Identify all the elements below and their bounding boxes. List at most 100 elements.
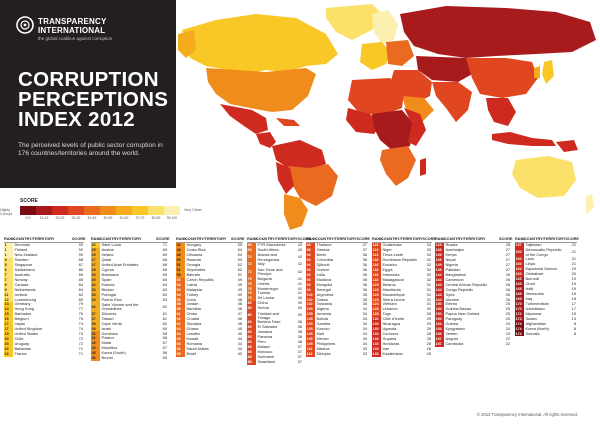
table-row: 128 Lebanon 30 [372,307,432,313]
table-row: 62 Croatia 46 [176,317,243,322]
rank-cell: 30 [91,272,100,278]
table-row: 51 Georgia 52 [176,262,243,268]
country-cell: Honduras [382,341,400,346]
legend-highly-corrupt-label: Highly Corrupt [0,208,12,216]
country-cell: Bahamas [14,346,31,351]
table-row: 33 Portugal 63 [91,292,168,298]
score-cell: 40 [297,295,302,301]
table-row: 79 Sri Lanka 40 [247,295,303,302]
table-row: 163 Zimbabwe 20 [515,272,577,277]
rank-cell: 123 [372,292,381,298]
rank-cell: 88 [247,359,256,365]
legend-tick-label: 80-89 [151,216,161,220]
title-line-3: INDEX 2012 [18,108,135,131]
country-cell: Guinea-Bissau [445,307,472,312]
country-cell: Sao Tome and Principe [257,267,283,276]
rank-cell: 133 [372,331,381,337]
country-cell: Democratic Republic of the Congo [525,248,562,257]
map-east-africa [404,108,426,146]
rank-cell: 79 [247,296,256,302]
table-header-country: COUNTRY/TERRITORY [315,237,357,241]
table-row: 64 Lesotho 45 [176,332,243,337]
country-cell: Panama [257,335,273,340]
rank-cell: 150 [435,302,444,308]
score-cell: 46 [237,321,242,327]
country-cell: Kosovo [316,327,330,332]
score-cell: 26 [505,296,510,302]
country-cell: Qatar [101,258,112,263]
score-cell: 29 [426,316,431,322]
rank-cell: 13 [4,302,13,308]
table-row: 94 Mongolia 36 [306,282,368,288]
country-cell: Laos [525,257,534,262]
country-cell: Cambodia [445,341,464,346]
country-cell: Zambia [316,248,330,253]
rank-cell: 94 [306,287,315,293]
country-cell: Myanmar [525,311,542,316]
rank-cell: 102 [306,292,315,298]
country-cell: Afghanistan [525,321,547,326]
score-cell: 58 [162,330,167,336]
score-cell: 65 [162,271,167,277]
rank-cell: 7 [4,272,13,278]
score-cell: 31 [426,286,431,292]
map-southeast-asia [486,98,516,126]
country-cell: Central African Republic [445,282,488,287]
rank-cell: 133 [372,336,381,342]
table-row: 66 Saudi Arabia 44 [176,345,243,352]
map-russia [400,6,596,58]
legend-swatch [132,206,148,215]
score-cell: 35 [362,301,367,307]
score-cell: 29 [426,326,431,332]
table-row: 144 Central African Republic 26 [435,282,511,288]
table-row: 46 Hungary 55 [176,243,243,248]
rank-cell: 53 [176,272,185,278]
map-mexico [220,104,268,134]
rank-cell: 94 [306,272,315,278]
rank-cell: 150 [435,317,444,322]
table-row: 169 Iraq 18 [515,296,577,302]
score-cell: 74 [78,321,83,327]
rank-cell: 113 [372,243,381,248]
rank-cell: 105 [306,341,315,347]
country-cell: Bahrain [186,272,200,277]
table-row: 94 India 36 [306,272,368,278]
rank-cell: 163 [515,272,524,277]
score-cell: 88 [78,257,83,263]
country-cell: Angola [445,337,458,342]
rank-cell: 173 [515,316,524,322]
country-cell: Seychelles [186,267,206,272]
table-row: 48 Lithuania 54 [176,253,243,258]
country-cell: Estonia [101,282,115,287]
table-row: 54 Turkey 49 [176,292,243,298]
country-cell: Swaziland [257,359,276,364]
table-row: 105 Philippines 34 [306,341,368,347]
table-row: 9 Netherlands 84 [4,287,84,293]
table-row: 130 Nicaragua 29 [372,322,432,327]
score-cell: 8 [573,320,576,326]
country-cell: Brunei [101,356,113,361]
country-cell: Sudan [525,316,537,321]
table-row: 105 Kosovo 34 [306,327,368,332]
score-cell: 62 [162,303,167,309]
rank-cell: 27 [91,257,100,263]
rank-cell: 66 [176,336,185,342]
table-row: 113 Albania 33 [306,346,368,352]
legend-tick-label: 20-29 [55,216,65,220]
legend-swatch [20,206,36,215]
country-cell: Mozambique [382,292,405,297]
score-cell: 43 [297,242,302,248]
score-cell: 61 [162,310,167,316]
rank-cell: 133 [372,351,381,357]
rank-cell: 113 [306,346,315,352]
table-row: 53 Bahrain 51 [176,272,243,278]
score-cell: 37 [362,242,367,248]
country-cell: Hungary [186,243,202,248]
table-row: 165 Burundi 19 [515,277,577,282]
score-cell: 44 [237,345,242,351]
score-cell: 72 [78,336,83,342]
rank-cell: 20 [4,341,13,347]
score-cell: 27 [505,266,510,272]
country-cell: Algeria [316,307,329,312]
table-row: 113 Ethiopia 33 [306,351,368,357]
